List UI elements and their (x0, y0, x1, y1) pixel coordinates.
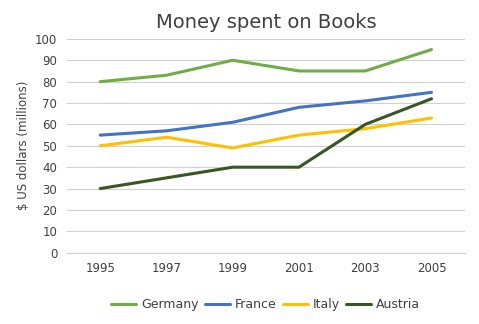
Austria (97, 187, 103, 191)
Italy (296, 133, 302, 137)
Austria (429, 97, 434, 101)
Y-axis label: $ US dollars (millions): $ US dollars (millions) (17, 81, 30, 211)
Line: Germany: Germany (100, 50, 432, 82)
Germany (230, 58, 236, 62)
Germany (296, 69, 302, 73)
Italy (163, 135, 169, 139)
Germany (97, 80, 103, 84)
Germany (163, 73, 169, 77)
Line: Austria: Austria (100, 99, 432, 189)
Austria (163, 176, 169, 180)
Austria (296, 165, 302, 169)
Italy (97, 144, 103, 148)
Germany (429, 48, 434, 52)
France (163, 129, 169, 133)
Italy (429, 116, 434, 120)
Austria (362, 122, 368, 126)
France (362, 99, 368, 103)
Austria (230, 165, 236, 169)
France (230, 120, 236, 124)
Italy (230, 146, 236, 150)
France (429, 90, 434, 94)
France (97, 133, 103, 137)
Title: Money spent on Books: Money spent on Books (156, 13, 376, 32)
Italy (362, 127, 368, 131)
Legend: Germany, France, Italy, Austria: Germany, France, Italy, Austria (106, 293, 425, 316)
Germany (362, 69, 368, 73)
Line: Italy: Italy (100, 118, 432, 148)
France (296, 105, 302, 109)
Line: France: France (100, 92, 432, 135)
